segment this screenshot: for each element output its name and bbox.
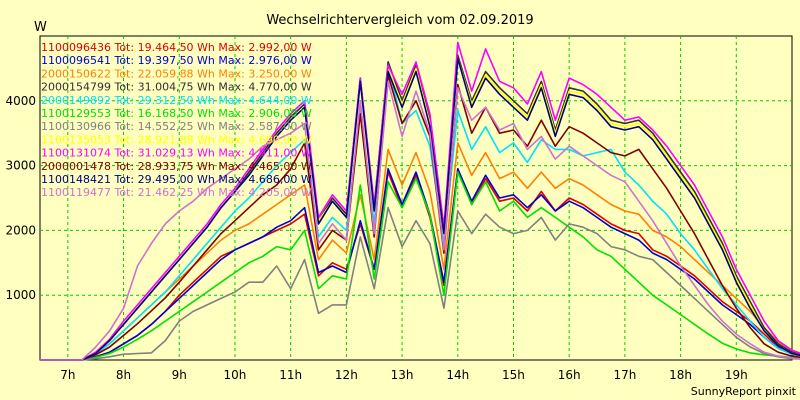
legend-entry: 2000149892 Tot: 29.312,50 Wh Max: 4.644,…	[41, 94, 312, 107]
series-line-8	[40, 41, 800, 361]
y-tick-label: 4000	[5, 94, 36, 108]
legend-entry: 1100119477 Tot: 21.462,25 Wh Max: 4.205,…	[41, 186, 312, 199]
plot-area	[39, 35, 793, 361]
series-line-11	[40, 80, 800, 361]
y-tick-label: 3000	[5, 159, 36, 173]
y-tick-label: 2000	[5, 223, 36, 237]
chart-title: Wechselrichtervergleich vom 02.09.2019	[266, 13, 533, 28]
series-line-10	[40, 57, 800, 361]
x-tick-label: 9h	[172, 368, 187, 382]
footer-credit: SunnyReport pinxit	[691, 385, 797, 398]
x-tick-label: 11h	[279, 368, 302, 382]
series-line-5	[40, 171, 800, 361]
legend: 1100096436 Tot: 19.464,50 Wh Max: 2.992,…	[41, 41, 312, 199]
axes: 7h 8h 9h 10h 11h 12h 13h 14h 15h 16h 17h 18h 19h 1000…	[5, 94, 747, 382]
series-lines	[40, 41, 800, 361]
x-tick-label: 13h	[391, 368, 414, 382]
x-tick-label: 19h	[725, 368, 748, 382]
legend-entry: 1100096541 Tot: 19.397,50 Wh Max: 2.976,…	[41, 54, 312, 67]
y-axis-unit: W	[34, 20, 47, 35]
legend-entry: 1100131074 Tot: 31.029,13 Wh Max: 4.911,…	[41, 147, 312, 160]
legend-entry: 1100096436 Tot: 19.464,50 Wh Max: 2.992,…	[41, 41, 312, 54]
legend-entry: 1100135053 Tot: 28.921,88 Wh Max: 4.690,…	[41, 133, 312, 146]
x-tick-label: 10h	[224, 368, 247, 382]
x-tick-label: 15h	[502, 368, 525, 382]
series-line-6	[40, 206, 800, 361]
x-tick-label: 16h	[558, 368, 581, 382]
x-tick-label: 7h	[60, 368, 75, 382]
legend-entry: 2000150622 Tot: 22.059,88 Wh Max: 3.250,…	[41, 67, 312, 80]
legend-entry: 1100148421 Tot: 29.495,00 Wh Max: 4.686,…	[41, 173, 312, 186]
series-line-2	[40, 142, 800, 361]
legend-entry: 1100130966 Tot: 14.552,25 Wh Max: 2.587,…	[41, 120, 312, 133]
x-tick-label: 14h	[446, 368, 469, 382]
x-tick-label: 12h	[335, 368, 358, 382]
legend-entry: 1100129553 Tot: 16.168,50 Wh Max: 2.906,…	[41, 107, 312, 120]
series-line-1	[40, 168, 800, 361]
x-tick-label: 8h	[116, 368, 131, 382]
legend-entry: 2000154799 Tot: 31.004,75 Wh Max: 4.770,…	[41, 81, 312, 94]
legend-entry: 2000001478 Tot: 28.933,75 Wh Max: 4.465,…	[41, 160, 312, 173]
y-tick-label: 1000	[5, 288, 36, 302]
x-tick-label: 18h	[669, 368, 692, 382]
x-tick-label: 17h	[613, 368, 636, 382]
